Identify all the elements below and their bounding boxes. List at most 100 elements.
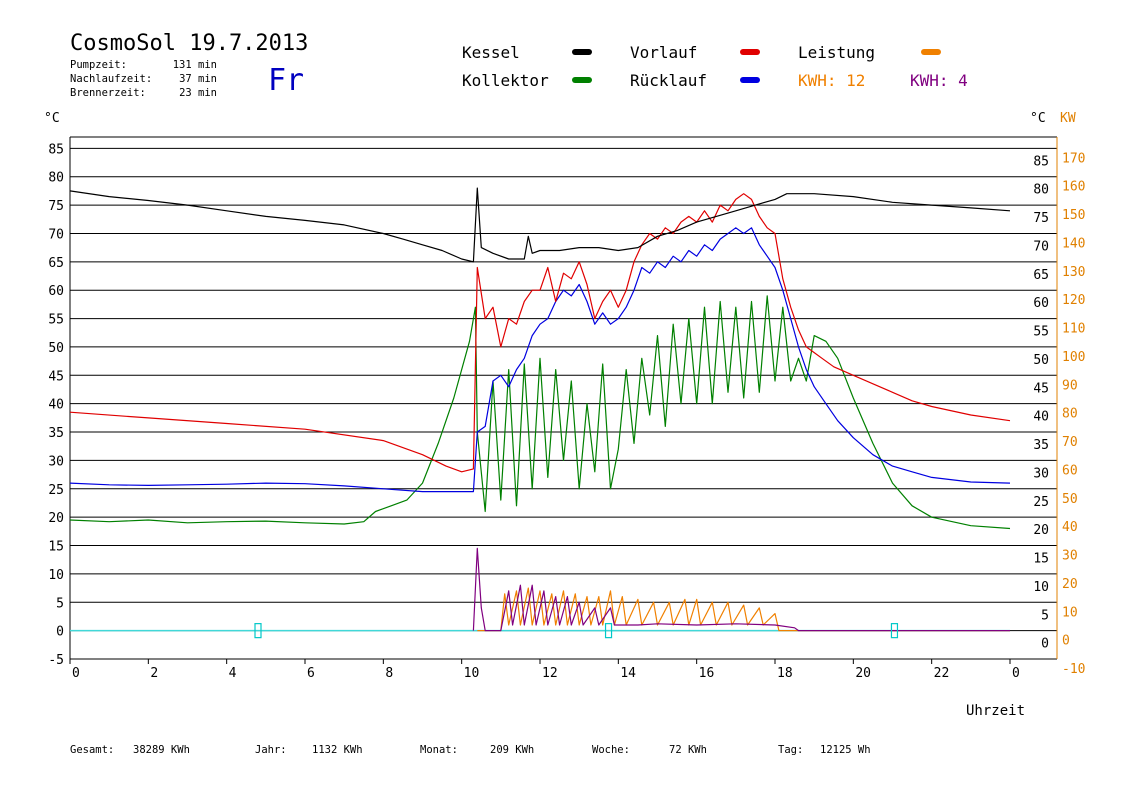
stat-label-nachlaufzeit: Nachlaufzeit: (70, 73, 152, 85)
right-kw-tick-label: 100 (1062, 350, 1085, 365)
right-kw-tick-label: 10 (1062, 605, 1078, 620)
stat-label-pumpzeit: Pumpzeit: (70, 59, 127, 71)
right-c-tick-label: 80 (1033, 183, 1049, 198)
x-tick-label: 16 (699, 666, 715, 681)
x-tick-label: 8 (385, 666, 393, 681)
footer-value-gesamt: 38289 KWh (133, 744, 190, 756)
series-r-cklauf-line (69, 227, 1011, 493)
x-tick-label: 10 (464, 666, 480, 681)
right-kw-tick-label: 140 (1062, 236, 1085, 251)
legend-kwh-1: KWH: 12 (798, 71, 865, 90)
right-c-tick-label: 20 (1033, 523, 1049, 538)
right-kw-tick-label: 30 (1062, 549, 1078, 564)
right-kw-tick-label: 40 (1062, 520, 1078, 535)
left-tick-label: 70 (48, 227, 64, 242)
grid (69, 136, 1058, 660)
left-tick-label: 0 (56, 625, 64, 640)
legend-label-kollektor: Kollektor (462, 71, 549, 90)
right-c-tick-label: 55 (1033, 325, 1049, 340)
right-c-tick-label: 85 (1033, 154, 1049, 169)
right-kw-tick-label: 150 (1062, 208, 1085, 223)
footer-label-gesamt: Gesamt: (70, 744, 114, 756)
right-c-tick-label: 70 (1033, 239, 1049, 254)
left-tick-label: 25 (48, 483, 64, 498)
right-c-tick-label: 35 (1033, 438, 1049, 453)
right-unit-kw-label: KW (1060, 111, 1076, 126)
right-kw-tick-label: 160 (1062, 180, 1085, 195)
left-tick-label: 75 (48, 199, 64, 214)
footer-value-jahr: 1132 KWh (312, 744, 363, 756)
baseline-marker (890, 623, 899, 639)
series-vorlauf-line (69, 193, 1011, 473)
legend-label-ruecklauf: Rücklauf (630, 71, 707, 90)
right-kw-tick-label: 80 (1062, 407, 1078, 422)
right-c-tick-label: 15 (1033, 552, 1049, 567)
right-kw-tick-label: 20 (1062, 577, 1078, 592)
stat-value-pumpzeit: 131 min (173, 59, 217, 71)
footer-label-woche: Woche: (592, 744, 630, 756)
right-c-tick-label: 40 (1033, 410, 1049, 425)
series-kollektor-line (69, 295, 1011, 530)
right-c-tick-label: 75 (1033, 211, 1049, 226)
left-tick-label: 10 (48, 568, 64, 583)
right-c-tick-label: 25 (1033, 495, 1049, 510)
footer-value-monat: 209 KWh (490, 744, 534, 756)
left-tick-label: 30 (48, 454, 64, 469)
stat-value-nachlaufzeit: 37 min (179, 73, 217, 85)
legend: Kessel Vorlauf Leistung Kollektor Rückla… (462, 43, 968, 90)
left-tick-label: -5 (48, 653, 64, 668)
x-axis-label: Uhrzeit (966, 703, 1025, 719)
baseline-marker (254, 623, 262, 639)
right-c-tick-label: 10 (1033, 580, 1049, 595)
left-tick-label: 55 (48, 313, 64, 328)
markers (254, 623, 899, 639)
right-kw-tick-label: 70 (1062, 435, 1078, 450)
right-axis-kw: 1701601501401301201101009080706050403020… (1062, 151, 1085, 677)
footer: Gesamt: 38289 KWh Jahr: 1132 KWh Monat: … (70, 744, 871, 756)
x-tick-label: 12 (542, 666, 558, 681)
right-c-tick-label: 50 (1033, 353, 1049, 368)
right-c-tick-label: 5 (1041, 608, 1049, 623)
footer-value-woche: 72 KWh (669, 744, 707, 756)
legend-label-vorlauf: Vorlauf (630, 43, 697, 62)
left-tick-label: 85 (48, 142, 64, 157)
legend-swatch-ruecklauf (740, 77, 760, 83)
day-label: Fr (268, 63, 304, 98)
right-kw-tick-label: 50 (1062, 492, 1078, 507)
legend-label-leistung: Leistung (798, 43, 875, 62)
series (69, 187, 1011, 632)
footer-value-tag: 12125 Wh (820, 744, 871, 756)
right-kw-tick-label: 130 (1062, 265, 1085, 280)
right-unit-c-label: °C (1030, 111, 1046, 126)
legend-swatch-vorlauf (740, 49, 760, 55)
x-tick-label: 0 (1012, 666, 1020, 681)
left-tick-label: 20 (48, 511, 64, 526)
legend-label-kessel: Kessel (462, 43, 520, 62)
x-tick-label: 18 (777, 666, 793, 681)
x-tick-label: 6 (307, 666, 315, 681)
x-tick-label: 0 (72, 666, 80, 681)
stat-value-brennerzeit: 23 min (179, 87, 217, 99)
header-stats: Pumpzeit: 131 min Nachlaufzeit: 37 min B… (70, 59, 217, 99)
right-kw-tick-label: -10 (1062, 662, 1085, 677)
legend-swatch-kessel (572, 49, 592, 55)
right-c-tick-label: 45 (1033, 381, 1049, 396)
right-kw-tick-label: 110 (1062, 322, 1085, 337)
right-c-tick-label: 60 (1033, 296, 1049, 311)
right-kw-tick-label: 170 (1062, 151, 1085, 166)
x-tick-label: 20 (855, 666, 871, 681)
left-tick-label: 50 (48, 341, 64, 356)
left-unit-label: °C (44, 111, 60, 126)
left-tick-label: 40 (48, 398, 64, 413)
legend-swatch-kollektor (572, 77, 592, 83)
stat-label-brennerzeit: Brennerzeit: (70, 87, 146, 99)
left-tick-label: 65 (48, 256, 64, 271)
footer-label-tag: Tag: (778, 744, 803, 756)
left-tick-label: 35 (48, 426, 64, 441)
left-tick-label: 80 (48, 171, 64, 186)
x-tick-label: 22 (934, 666, 950, 681)
legend-kwh-2: KWH: 4 (910, 71, 968, 90)
legend-swatch-leistung (921, 49, 941, 55)
